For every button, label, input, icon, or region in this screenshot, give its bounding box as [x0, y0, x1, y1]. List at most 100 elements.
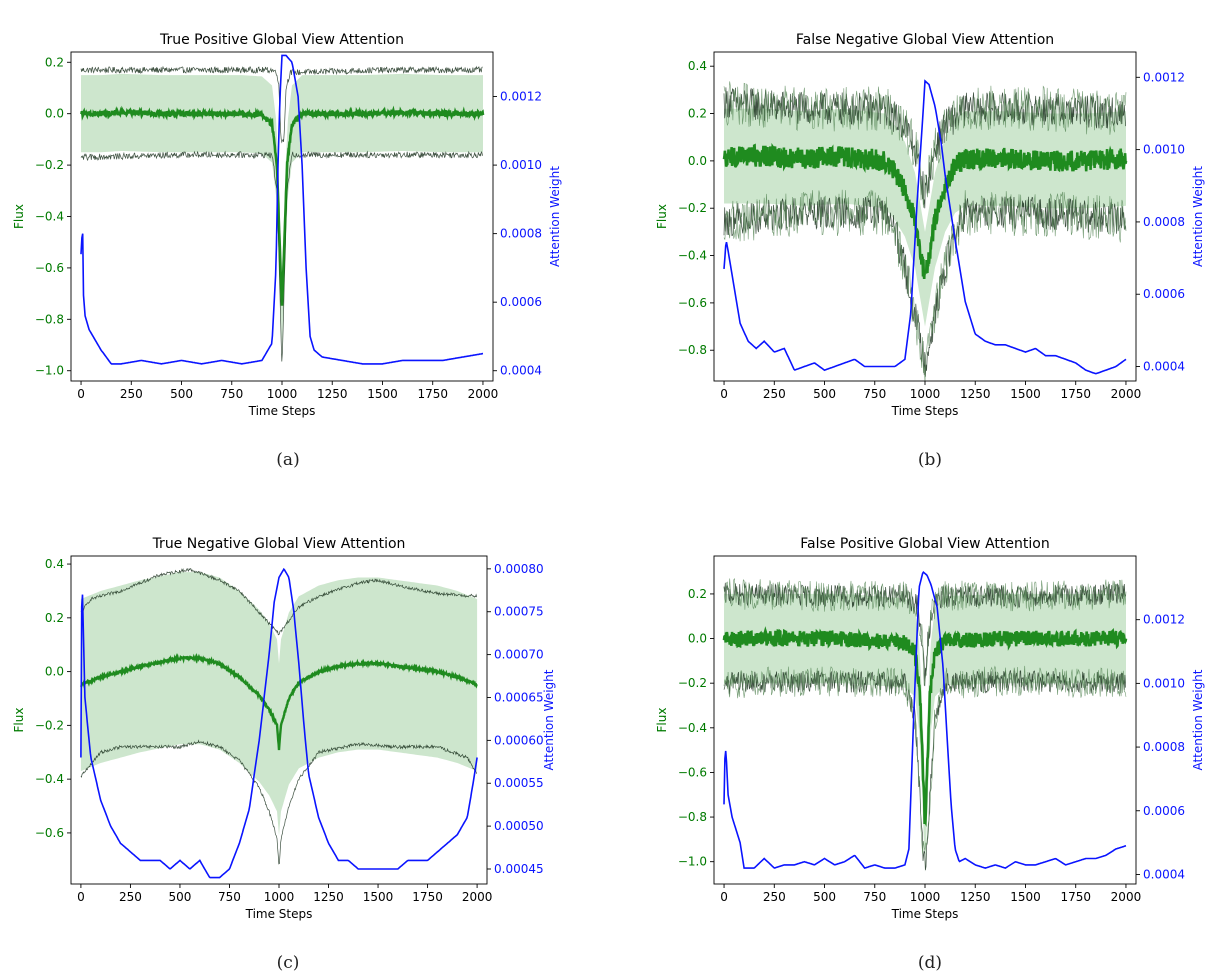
- caption-c: (c): [276, 953, 300, 973]
- y-tick-label: 0.2: [45, 611, 64, 625]
- chart-title: False Positive Global View Attention: [800, 536, 1049, 552]
- lower-envelope-line-2: [723, 189, 1127, 381]
- x-tick-label: 1000: [267, 387, 298, 401]
- caption-a: (a): [276, 450, 300, 470]
- y-tick-label: −0.8: [678, 343, 707, 357]
- y2-tick-label: 0.0006: [1143, 804, 1185, 818]
- x-tick-label: 1500: [367, 387, 398, 401]
- x-tick-label: 500: [813, 387, 836, 401]
- flux-band: [724, 593, 1126, 873]
- flux-band: [81, 73, 483, 346]
- y-tick-label: 0.0: [688, 632, 707, 646]
- chart-d: 0 250 500 750 1000 1250 1500 1750 2000 0.2 0.0 −0.2…: [655, 536, 1205, 921]
- y2-axis-label: Attention Weight: [1191, 669, 1205, 770]
- attention-weight-line: [80, 567, 478, 879]
- x-tick-label: 750: [863, 387, 886, 401]
- y-tick-label: −0.2: [678, 201, 707, 215]
- x-tick-label: 1500: [363, 890, 394, 904]
- y-tick-label: −0.2: [35, 718, 64, 732]
- y2-axis-label: Attention Weight: [542, 669, 556, 770]
- x-tick-label: 0: [720, 387, 728, 401]
- panel-b: 0 250 500 750 1000 1250 1500 1750 2000 0.4 0.2 0.0 −…: [610, 0, 1220, 487]
- y-tick-label: −0.4: [35, 210, 64, 224]
- caption-d: (d): [917, 953, 943, 973]
- x-axis-label: Time Steps: [891, 404, 959, 418]
- y-tick-label: 0.0: [688, 154, 707, 168]
- mean-flux-line: [722, 142, 1128, 280]
- upper-envelope-line: [80, 567, 478, 636]
- y2-tick-label: 0.0008: [500, 227, 542, 241]
- panel-c: 0 250 500 750 1000 1250 1500 1750 2000 0.4 0.2 0.0 −…: [0, 503, 610, 975]
- y2-tick-label: 0.0012: [1143, 613, 1185, 627]
- x-tick-label: 500: [170, 387, 193, 401]
- y2-tick-label: 0.0006: [500, 295, 542, 309]
- upper-envelope-line-2: [723, 577, 1127, 686]
- x-tick-label: 1250: [313, 890, 344, 904]
- y-tick-label: −0.6: [35, 261, 64, 275]
- x-tick-label: 1000: [910, 387, 941, 401]
- caption-b: (b): [917, 450, 943, 470]
- y-tick-label: 0.2: [688, 107, 707, 121]
- y-tick-label: −0.8: [678, 810, 707, 824]
- x-tick-label: 250: [120, 387, 143, 401]
- y2-tick-label: 0.0008: [1143, 740, 1185, 754]
- x-tick-label: 1750: [417, 387, 448, 401]
- attention-weight-line: [723, 79, 1127, 375]
- y-axis-label: Flux: [12, 204, 26, 229]
- y-tick-label: −0.6: [35, 826, 64, 840]
- x-tick-label: 1500: [1010, 387, 1041, 401]
- upper-envelope-line-2: [723, 81, 1127, 208]
- y2-tick-label: 0.00070: [494, 648, 544, 662]
- x-tick-label: 750: [218, 890, 241, 904]
- x-tick-label: 1750: [1060, 890, 1091, 904]
- y-tick-label: −1.0: [678, 855, 707, 869]
- x-tick-label: 2000: [1111, 890, 1142, 904]
- upper-envelope-line: [80, 65, 483, 144]
- x-tick-label: 1250: [960, 890, 991, 904]
- x-tick-label: 1000: [264, 890, 295, 904]
- mean-flux-line: [722, 626, 1128, 827]
- y-tick-label: −0.2: [35, 158, 64, 172]
- y2-tick-label: 0.0012: [1143, 70, 1185, 84]
- x-tick-label: 1750: [1060, 387, 1091, 401]
- lower-envelope-line: [80, 739, 478, 865]
- y-tick-label: −0.2: [678, 676, 707, 690]
- chart-a: 0 250 500 750 1000 1250 1500 1750 2000 0.2 0.0 −0.2…: [12, 32, 562, 418]
- y2-tick-label: 0.0010: [500, 158, 542, 172]
- y2-axis-label: Attention Weight: [548, 166, 562, 267]
- y-tick-label: 0.0: [45, 107, 64, 121]
- chart-b: 0 250 500 750 1000 1250 1500 1750 2000 0.4 0.2 0.0 −…: [655, 32, 1205, 418]
- y2-tick-label: 0.0004: [1143, 867, 1185, 881]
- x-tick-label: 250: [119, 890, 142, 904]
- lower-envelope-line-2: [723, 665, 1127, 854]
- chart-c: 0 250 500 750 1000 1250 1500 1750 2000 0.4 0.2 0.0 −…: [12, 536, 556, 921]
- y2-tick-label: 0.0012: [500, 90, 542, 104]
- y2-tick-label: 0.00080: [494, 562, 544, 576]
- y2-axis-label: Attention Weight: [1191, 166, 1205, 267]
- x-tick-label: 1750: [412, 890, 443, 904]
- x-tick-label: 2000: [1111, 387, 1142, 401]
- plot-area: [722, 79, 1128, 381]
- flux-band: [80, 572, 478, 836]
- chart-title: True Positive Global View Attention: [159, 32, 404, 48]
- panel-d: 0 250 500 750 1000 1250 1500 1750 2000 0.2 0.0 −0.2…: [610, 503, 1220, 975]
- y2-tick-label: 0.0008: [1143, 215, 1185, 229]
- y-axis-label: Flux: [655, 204, 669, 229]
- y2-tick-label: 0.0010: [1143, 676, 1185, 690]
- x-tick-label: 250: [763, 890, 786, 904]
- x-tick-label: 1250: [317, 387, 348, 401]
- y2-tick-label: 0.00075: [494, 605, 544, 619]
- y2-tick-label: 0.0004: [1143, 360, 1185, 374]
- y-tick-label: −1.0: [35, 364, 64, 378]
- attention-weight-line: [80, 54, 484, 365]
- y2-tick-label: 0.0004: [500, 364, 542, 378]
- lower-envelope-line: [80, 150, 483, 362]
- x-tick-label: 500: [813, 890, 836, 904]
- x-tick-label: 1000: [910, 890, 941, 904]
- flux-band: [724, 108, 1126, 327]
- y-tick-label: −0.4: [678, 249, 707, 263]
- x-tick-label: 750: [863, 890, 886, 904]
- y-tick-label: −0.6: [678, 765, 707, 779]
- x-tick-label: 250: [763, 387, 786, 401]
- y-tick-label: 0.0: [45, 665, 64, 679]
